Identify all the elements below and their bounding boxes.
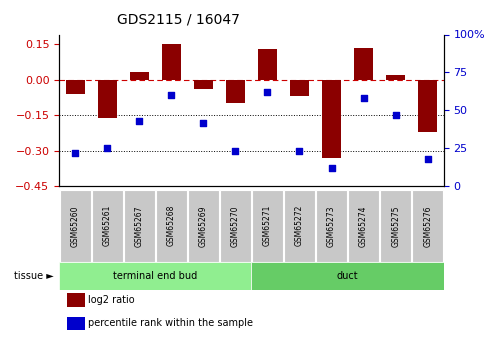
Bar xyxy=(67,293,85,307)
Point xyxy=(263,89,271,95)
Text: GSM65269: GSM65269 xyxy=(199,205,208,247)
Text: GSM65275: GSM65275 xyxy=(391,205,400,247)
Text: GSM65272: GSM65272 xyxy=(295,205,304,246)
Text: GSM65271: GSM65271 xyxy=(263,205,272,246)
Text: percentile rank within the sample: percentile rank within the sample xyxy=(88,318,253,328)
Bar xyxy=(252,190,283,262)
Bar xyxy=(59,262,251,290)
Bar xyxy=(156,190,187,262)
Text: duct: duct xyxy=(337,271,358,281)
Bar xyxy=(220,190,251,262)
Bar xyxy=(194,80,213,89)
Point xyxy=(135,118,143,124)
Text: GSM65273: GSM65273 xyxy=(327,205,336,247)
Text: GSM65268: GSM65268 xyxy=(167,205,176,246)
Point xyxy=(199,120,207,125)
Point xyxy=(295,149,303,154)
Text: tissue ►: tissue ► xyxy=(14,271,54,281)
Bar xyxy=(284,190,315,262)
Bar xyxy=(348,190,379,262)
Text: log2 ratio: log2 ratio xyxy=(88,295,135,305)
Bar xyxy=(67,317,85,330)
Point xyxy=(167,92,176,98)
Bar xyxy=(251,262,444,290)
Point xyxy=(231,149,239,154)
Bar xyxy=(188,190,219,262)
Bar xyxy=(418,80,437,132)
Bar xyxy=(162,45,181,80)
Point xyxy=(103,146,111,151)
Point xyxy=(71,150,79,156)
Point xyxy=(391,112,399,118)
Bar xyxy=(60,190,91,262)
Bar xyxy=(290,80,309,96)
Bar xyxy=(92,190,123,262)
Bar xyxy=(354,48,373,80)
Point xyxy=(327,165,335,171)
Bar xyxy=(124,190,155,262)
Bar xyxy=(66,80,85,94)
Text: GSM65261: GSM65261 xyxy=(103,205,112,246)
Point xyxy=(359,96,367,101)
Text: GSM65260: GSM65260 xyxy=(70,205,80,247)
Bar xyxy=(386,75,405,80)
Text: GDS2115 / 16047: GDS2115 / 16047 xyxy=(117,12,240,26)
Bar xyxy=(98,80,117,118)
Bar xyxy=(316,190,347,262)
Text: GSM65276: GSM65276 xyxy=(423,205,432,247)
Point xyxy=(423,156,432,162)
Bar xyxy=(412,190,443,262)
Text: terminal end bud: terminal end bud xyxy=(113,271,197,281)
Bar xyxy=(130,72,149,80)
Bar xyxy=(380,190,411,262)
Bar xyxy=(226,80,245,103)
Text: GSM65267: GSM65267 xyxy=(135,205,144,247)
Bar xyxy=(258,49,277,80)
Text: GSM65274: GSM65274 xyxy=(359,205,368,247)
Text: GSM65270: GSM65270 xyxy=(231,205,240,247)
Bar xyxy=(322,80,341,158)
